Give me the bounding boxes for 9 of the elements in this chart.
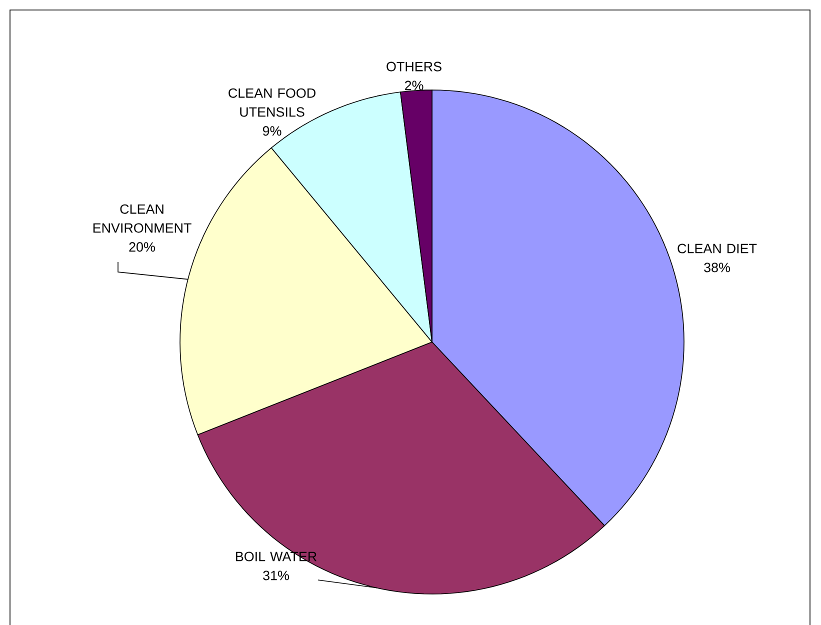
slice-label: CLEAN FOOD UTENSILS	[228, 88, 316, 117]
data-label: 31%	[263, 570, 289, 580]
data-label: 20%	[129, 242, 155, 252]
slice-label: CLEAN DIET	[678, 244, 757, 254]
data-label: 9%	[262, 126, 282, 136]
slice-label: CLEAN ENVIRONMENT	[93, 204, 192, 233]
slice-label: OTHERS	[386, 62, 442, 72]
data-label: 2%	[404, 80, 424, 90]
data-label: 38%	[704, 262, 730, 272]
